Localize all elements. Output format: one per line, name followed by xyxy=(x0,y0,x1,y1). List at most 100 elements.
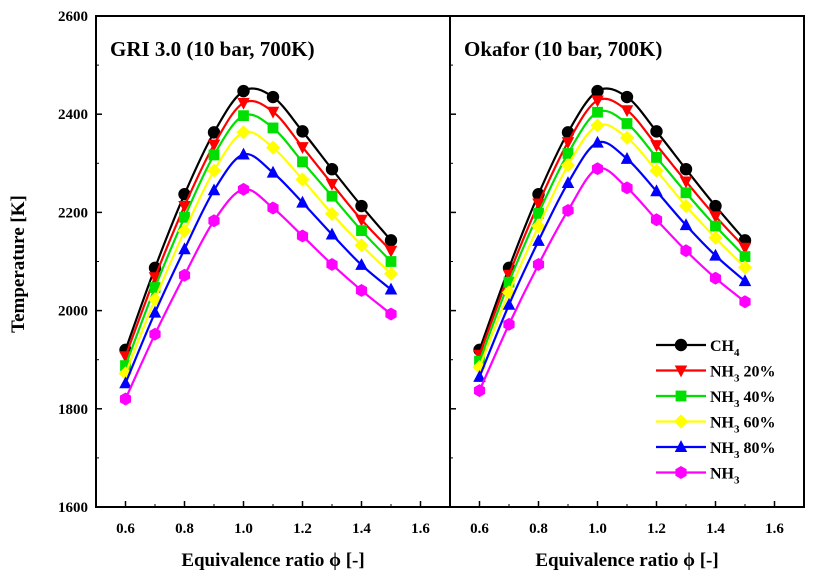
panel-okafor: 0.6 0.8 1.0 1.2 1.4 1.6 Okafor (10 bar, 700K) E… xyxy=(449,15,805,571)
series-line xyxy=(124,152,392,384)
panel-title: Okafor (10 bar, 700K) xyxy=(464,37,662,61)
x-tick-label: 1.2 xyxy=(647,521,666,537)
legend-item-nh3-40: NH3 40% xyxy=(656,389,776,410)
plot-frame xyxy=(95,15,451,508)
data-point xyxy=(208,149,220,161)
data-point xyxy=(709,248,722,261)
data-point xyxy=(355,284,368,297)
data-point xyxy=(591,135,604,148)
series-nh3-80 xyxy=(473,135,752,382)
data-point xyxy=(178,201,191,213)
data-point xyxy=(680,244,692,258)
series-nh3-20 xyxy=(473,95,752,362)
data-point xyxy=(178,268,191,282)
data-point xyxy=(149,327,161,341)
data-point xyxy=(473,384,486,398)
data-point xyxy=(296,229,309,243)
data-point xyxy=(532,257,545,271)
data-point xyxy=(532,234,545,246)
data-point xyxy=(679,162,693,176)
data-point xyxy=(621,118,633,129)
data-point xyxy=(591,162,604,176)
data-point xyxy=(384,245,398,258)
data-point xyxy=(179,211,190,223)
data-point xyxy=(619,130,635,145)
data-point xyxy=(355,214,368,227)
data-point xyxy=(473,370,486,382)
data-point xyxy=(119,392,132,406)
y-axis-title: Temperature [K] xyxy=(8,195,29,333)
legend: CH4 NH3 20% NH3 40% NH3 60% NH3 80% NH3 xyxy=(656,338,776,487)
legend-label: NH3 80% xyxy=(710,440,776,461)
data-point xyxy=(678,198,694,214)
data-point xyxy=(590,118,605,133)
x-tick-label: 1.2 xyxy=(293,521,312,537)
data-point xyxy=(297,156,308,168)
data-point xyxy=(355,199,368,213)
data-point xyxy=(237,182,250,196)
legend-label: CH4 xyxy=(710,338,740,359)
data-point xyxy=(324,206,340,221)
data-point xyxy=(383,266,399,281)
series-line xyxy=(478,87,746,351)
data-point xyxy=(384,282,398,295)
series-nh3-40 xyxy=(120,110,397,371)
series-ch4 xyxy=(119,84,398,357)
x-tick-label: 0.8 xyxy=(175,521,194,537)
data-point xyxy=(266,106,280,119)
data-point xyxy=(355,258,368,270)
y-tick-label: 1800 xyxy=(58,402,88,418)
series-nh3-60 xyxy=(472,118,753,375)
series-line xyxy=(478,140,746,378)
data-point xyxy=(354,238,369,253)
data-point xyxy=(532,198,545,211)
data-point xyxy=(237,147,250,160)
legend-item-nh3-80: NH3 80% xyxy=(656,440,776,461)
x-tick-label: 1.6 xyxy=(411,521,430,537)
series-line xyxy=(478,97,746,356)
data-point xyxy=(266,90,280,104)
data-point xyxy=(679,218,693,231)
data-point xyxy=(650,140,663,152)
data-point xyxy=(296,125,309,138)
data-point xyxy=(237,84,250,98)
data-point xyxy=(119,376,132,389)
x-tick-label: 1.4 xyxy=(706,521,725,537)
data-point xyxy=(295,172,310,187)
data-point xyxy=(592,106,603,118)
data-point xyxy=(207,183,221,196)
series-nh3 xyxy=(119,182,397,406)
series-nh3-40 xyxy=(474,106,751,367)
plot-frame xyxy=(449,15,805,508)
data-point xyxy=(296,142,309,154)
data-point xyxy=(738,274,752,287)
data-point xyxy=(650,125,663,138)
legend-item-ch4: CH4 xyxy=(656,338,740,359)
series-line xyxy=(478,167,746,392)
data-point xyxy=(650,213,663,227)
series-nh3-20 xyxy=(119,97,398,364)
data-point xyxy=(562,203,574,217)
legend-marker xyxy=(674,365,688,378)
series-line xyxy=(124,87,392,351)
series-line xyxy=(124,130,392,374)
data-point xyxy=(709,211,722,224)
y-tick-label: 2200 xyxy=(58,205,88,221)
data-point xyxy=(356,225,367,236)
series-line xyxy=(478,123,746,368)
series-line xyxy=(478,109,746,362)
data-point xyxy=(710,220,721,232)
x-tick-label: 1.0 xyxy=(234,521,253,537)
data-point xyxy=(621,181,633,195)
x-axis-title: Equivalence ratio ϕ [-] xyxy=(535,550,718,571)
legend-marker xyxy=(673,414,689,429)
legend-marker xyxy=(675,390,687,402)
data-point xyxy=(560,158,576,173)
data-point xyxy=(325,227,339,240)
x-tick-label: 1.6 xyxy=(765,521,784,537)
x-tick-label: 1.4 xyxy=(352,521,371,537)
data-point xyxy=(531,219,546,234)
data-point xyxy=(238,110,249,122)
y-tick-label: 2600 xyxy=(58,9,88,25)
